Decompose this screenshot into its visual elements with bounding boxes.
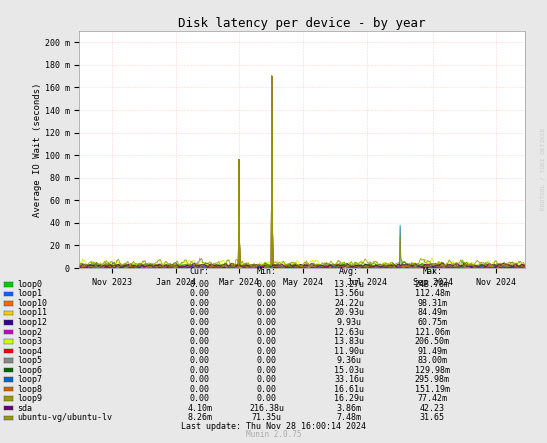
- Text: 42.23: 42.23: [420, 404, 445, 413]
- Text: loop3: loop3: [18, 337, 43, 346]
- Text: loop8: loop8: [18, 385, 43, 394]
- Text: 0.00: 0.00: [257, 280, 277, 289]
- Text: 0.00: 0.00: [190, 394, 210, 403]
- Text: 12.63u: 12.63u: [334, 327, 364, 337]
- Text: loop7: loop7: [18, 375, 43, 384]
- Text: loop4: loop4: [18, 346, 43, 356]
- Text: 13.27u: 13.27u: [334, 280, 364, 289]
- Text: 112.48m: 112.48m: [415, 289, 450, 299]
- Text: 9.93u: 9.93u: [336, 318, 362, 327]
- Text: 13.83u: 13.83u: [334, 337, 364, 346]
- Text: 0.00: 0.00: [190, 356, 210, 365]
- Text: 0.00: 0.00: [190, 318, 210, 327]
- Text: Last update: Thu Nov 28 16:00:14 2024: Last update: Thu Nov 28 16:00:14 2024: [181, 422, 366, 431]
- Text: 0.00: 0.00: [257, 308, 277, 318]
- Text: 31.65: 31.65: [420, 413, 445, 422]
- Text: loop9: loop9: [18, 394, 43, 403]
- Text: 0.00: 0.00: [190, 385, 210, 394]
- Text: 0.00: 0.00: [257, 318, 277, 327]
- Text: 295.98m: 295.98m: [415, 375, 450, 384]
- Text: 0.00: 0.00: [190, 289, 210, 299]
- Text: 8.26m: 8.26m: [187, 413, 212, 422]
- Text: loop2: loop2: [18, 327, 43, 337]
- Text: RRDTOOL / TOBI OETIKER: RRDTOOL / TOBI OETIKER: [541, 127, 546, 210]
- Text: 0.00: 0.00: [257, 375, 277, 384]
- Text: Max:: Max:: [422, 267, 442, 276]
- Text: loop1: loop1: [18, 289, 43, 299]
- Text: 33.16u: 33.16u: [334, 375, 364, 384]
- Text: loop0: loop0: [18, 280, 43, 289]
- Text: 206.50m: 206.50m: [415, 337, 450, 346]
- Text: 4.10m: 4.10m: [187, 404, 212, 413]
- Text: 0.00: 0.00: [257, 346, 277, 356]
- Text: loop5: loop5: [18, 356, 43, 365]
- Text: 121.06m: 121.06m: [415, 327, 450, 337]
- Text: 0.00: 0.00: [190, 365, 210, 375]
- Text: 129.98m: 129.98m: [415, 365, 450, 375]
- Text: 0.00: 0.00: [190, 308, 210, 318]
- Text: 98.31m: 98.31m: [417, 299, 447, 308]
- Text: 151.19m: 151.19m: [415, 385, 450, 394]
- Text: 84.49m: 84.49m: [417, 308, 447, 318]
- Text: Avg:: Avg:: [339, 267, 359, 276]
- Text: 0.00: 0.00: [257, 327, 277, 337]
- Text: loop11: loop11: [18, 308, 48, 318]
- Text: loop12: loop12: [18, 318, 48, 327]
- Text: 15.03u: 15.03u: [334, 365, 364, 375]
- Text: Cur:: Cur:: [190, 267, 210, 276]
- Text: 0.00: 0.00: [257, 365, 277, 375]
- Text: 16.61u: 16.61u: [334, 385, 364, 394]
- Text: 16.29u: 16.29u: [334, 394, 364, 403]
- Text: 77.42m: 77.42m: [417, 394, 447, 403]
- Text: 0.00: 0.00: [190, 346, 210, 356]
- Text: Min:: Min:: [257, 267, 277, 276]
- Text: Munin 2.0.75: Munin 2.0.75: [246, 431, 301, 439]
- Text: 216.38u: 216.38u: [249, 404, 284, 413]
- Text: 7.48m: 7.48m: [336, 413, 362, 422]
- Text: loop10: loop10: [18, 299, 48, 308]
- Text: 9.36u: 9.36u: [336, 356, 362, 365]
- Text: 0.00: 0.00: [190, 327, 210, 337]
- Text: 248.78m: 248.78m: [415, 280, 450, 289]
- Text: 0.00: 0.00: [257, 356, 277, 365]
- Text: 91.49m: 91.49m: [417, 346, 447, 356]
- Text: 0.00: 0.00: [190, 337, 210, 346]
- Text: 0.00: 0.00: [257, 385, 277, 394]
- Text: 11.90u: 11.90u: [334, 346, 364, 356]
- Text: 0.00: 0.00: [257, 394, 277, 403]
- Text: 83.00m: 83.00m: [417, 356, 447, 365]
- Text: 0.00: 0.00: [257, 337, 277, 346]
- Text: ubuntu-vg/ubuntu-lv: ubuntu-vg/ubuntu-lv: [18, 413, 113, 422]
- Text: 60.75m: 60.75m: [417, 318, 447, 327]
- Text: 3.86m: 3.86m: [336, 404, 362, 413]
- Title: Disk latency per device - by year: Disk latency per device - by year: [178, 17, 426, 30]
- Text: 24.22u: 24.22u: [334, 299, 364, 308]
- Text: 0.00: 0.00: [257, 299, 277, 308]
- Y-axis label: Average IO Wait (seconds): Average IO Wait (seconds): [33, 82, 42, 217]
- Text: 0.00: 0.00: [190, 280, 210, 289]
- Text: 0.00: 0.00: [257, 289, 277, 299]
- Text: sda: sda: [18, 404, 32, 413]
- Text: 20.93u: 20.93u: [334, 308, 364, 318]
- Text: loop6: loop6: [18, 365, 43, 375]
- Text: 0.00: 0.00: [190, 299, 210, 308]
- Text: 13.56u: 13.56u: [334, 289, 364, 299]
- Text: 71.35u: 71.35u: [252, 413, 282, 422]
- Text: 0.00: 0.00: [190, 375, 210, 384]
